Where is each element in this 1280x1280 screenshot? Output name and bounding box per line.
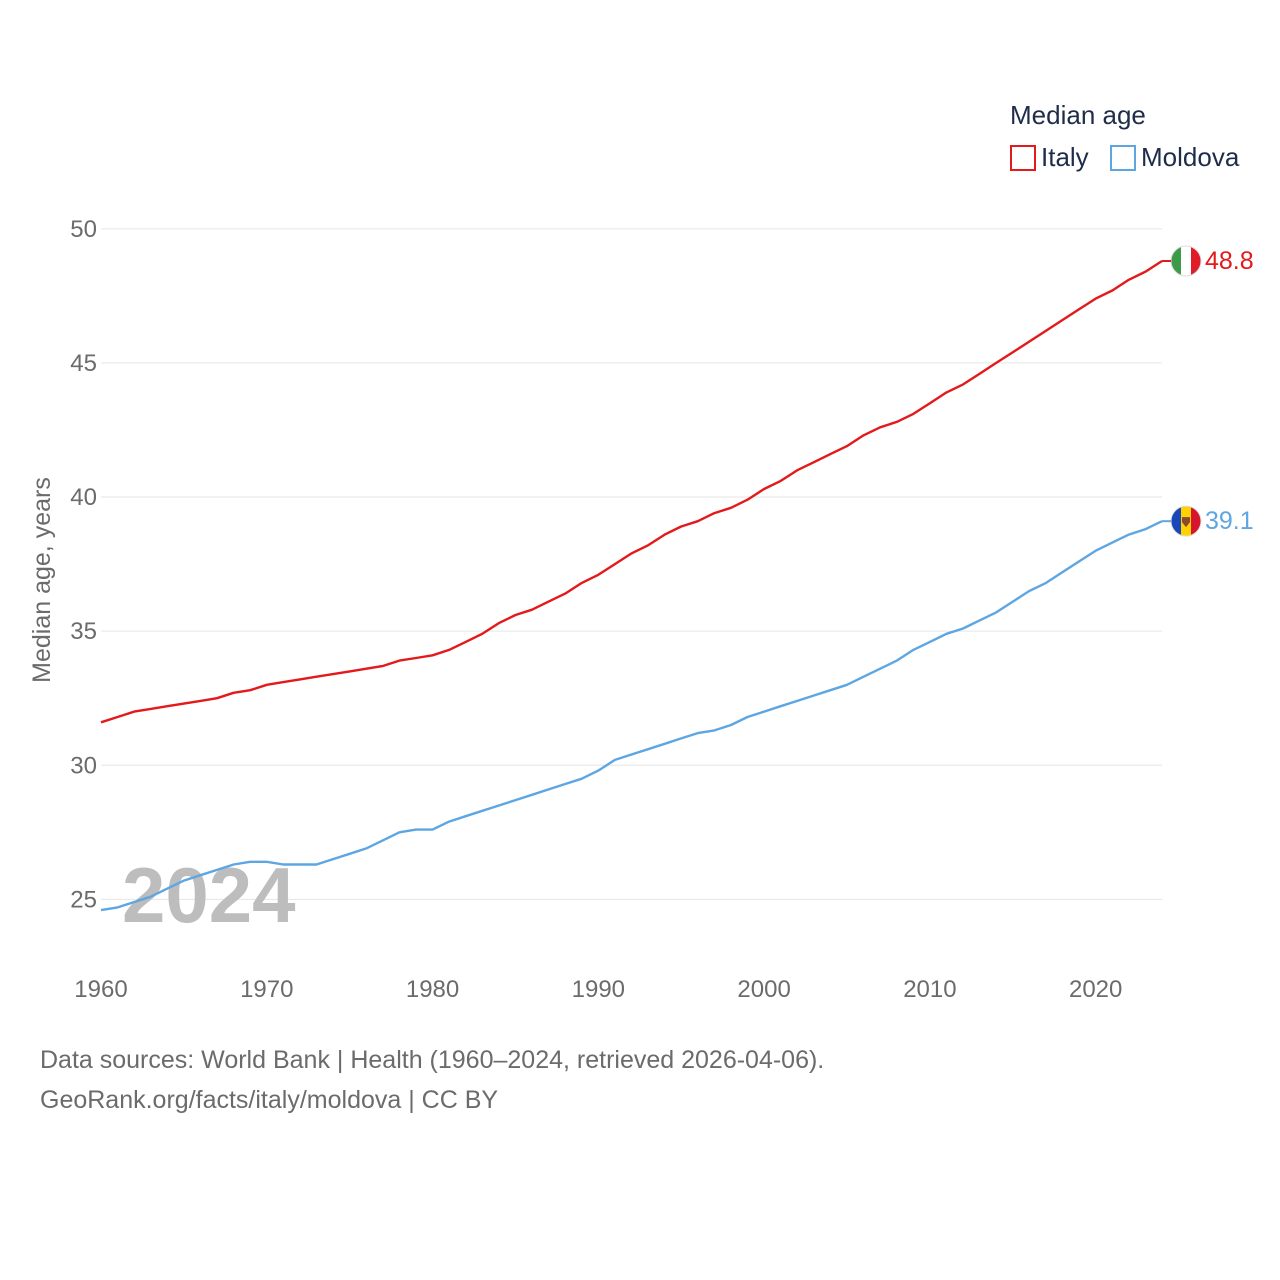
series-line-moldova[interactable]	[100, 520, 1163, 912]
legend-swatch-moldova	[1110, 145, 1136, 171]
x-tick-1970: 1970	[240, 976, 293, 1003]
y-tick-35: 35	[70, 618, 97, 645]
y-tick-25: 25	[70, 886, 97, 913]
y-tick-50: 50	[70, 216, 97, 243]
legend-swatch-italy	[1010, 145, 1036, 171]
median-age-chart: 25 30 35 40 45 50 1960 1970 1980 1990 2000 2010 202…	[28, 100, 1254, 1003]
year-watermark: 2024	[122, 851, 296, 939]
series-end-markers: 48.8 39.1	[1162, 245, 1254, 537]
y-tick-40: 40	[70, 484, 97, 511]
x-tick-1960: 1960	[74, 976, 127, 1003]
sources-line: Data sources: World Bank | Health (1960–…	[40, 1046, 825, 1074]
x-axis-ticks: 1960 1970 1980 1990 2000 2010 2020	[74, 976, 1122, 1003]
y-axis-ticks: 25 30 35 40 45 50	[70, 216, 97, 914]
legend: Median age Italy Moldova	[1010, 100, 1240, 172]
gridlines	[101, 228, 1162, 900]
data-sources: Data sources: World Bank | Health (1960–…	[40, 1040, 824, 1120]
legend-title: Median age	[1010, 100, 1146, 130]
x-tick-1990: 1990	[572, 976, 625, 1003]
legend-label-italy: Italy	[1041, 142, 1089, 172]
italy-flag-icon	[1170, 245, 1202, 277]
credit-line[interactable]: GeoRank.org/facts/italy/moldova | CC BY	[40, 1086, 499, 1114]
series-line-italy[interactable]	[100, 259, 1163, 724]
end-label-moldova: 39.1	[1205, 507, 1254, 535]
x-tick-2000: 2000	[737, 976, 790, 1003]
series-lines	[100, 259, 1163, 912]
x-tick-2010: 2010	[903, 976, 956, 1003]
y-tick-30: 30	[70, 752, 97, 779]
legend-label-moldova: Moldova	[1141, 142, 1240, 172]
legend-item-moldova[interactable]: Moldova	[1110, 142, 1240, 172]
x-tick-2020: 2020	[1069, 976, 1122, 1003]
y-tick-45: 45	[70, 350, 97, 377]
y-axis-title: Median age, years	[28, 477, 56, 683]
x-tick-1980: 1980	[406, 976, 459, 1003]
moldova-flag-icon	[1170, 505, 1202, 537]
end-label-italy: 48.8	[1205, 247, 1254, 275]
legend-item-italy[interactable]: Italy	[1010, 142, 1089, 172]
